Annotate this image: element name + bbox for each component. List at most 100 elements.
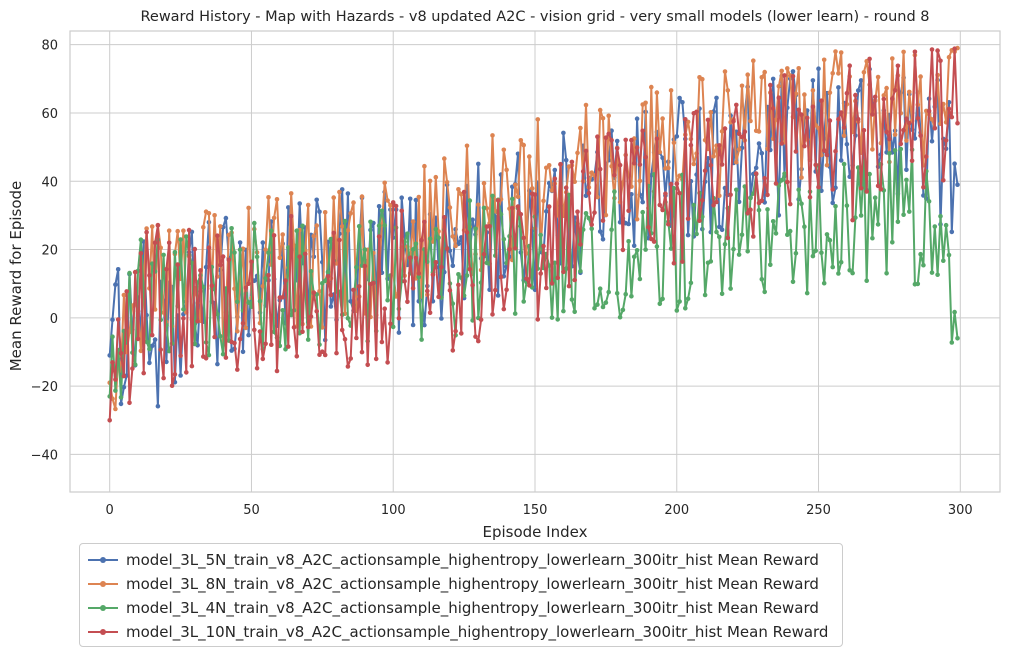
data-point bbox=[467, 266, 473, 272]
data-point bbox=[498, 274, 504, 280]
data-point bbox=[124, 289, 129, 294]
data-point bbox=[152, 337, 158, 342]
data-point bbox=[246, 300, 251, 305]
data-point bbox=[787, 201, 793, 207]
data-point bbox=[263, 276, 268, 281]
data-point bbox=[756, 207, 762, 213]
data-point bbox=[450, 263, 456, 269]
data-point bbox=[118, 395, 124, 400]
data-point bbox=[609, 227, 614, 232]
data-point bbox=[600, 116, 606, 121]
data-point bbox=[178, 353, 183, 359]
data-point bbox=[844, 90, 850, 96]
data-point bbox=[597, 107, 603, 113]
data-point bbox=[614, 138, 620, 144]
data-point bbox=[787, 228, 793, 234]
data-point bbox=[198, 268, 203, 273]
data-point bbox=[130, 366, 135, 371]
data-point bbox=[555, 275, 560, 281]
data-point bbox=[518, 212, 524, 217]
data-point bbox=[671, 186, 677, 191]
data-point bbox=[685, 216, 691, 222]
data-point bbox=[442, 215, 447, 220]
data-point bbox=[362, 247, 368, 252]
data-point bbox=[895, 219, 901, 225]
data-point bbox=[518, 138, 524, 143]
data-point bbox=[878, 187, 884, 192]
data-point bbox=[178, 237, 183, 242]
data-point bbox=[166, 240, 172, 246]
data-point bbox=[388, 321, 393, 327]
data-point bbox=[235, 299, 240, 305]
data-point bbox=[257, 329, 263, 334]
data-point bbox=[941, 177, 946, 183]
data-point bbox=[291, 325, 297, 330]
data-point bbox=[305, 324, 311, 330]
data-point bbox=[578, 242, 583, 247]
data-point bbox=[362, 263, 368, 269]
data-point bbox=[799, 201, 804, 206]
data-point bbox=[796, 107, 801, 113]
data-point bbox=[881, 96, 887, 102]
data-point bbox=[728, 286, 733, 291]
data-point bbox=[898, 146, 904, 152]
data-point bbox=[626, 239, 631, 244]
data-point bbox=[935, 272, 940, 278]
data-point bbox=[368, 219, 373, 225]
data-point bbox=[612, 172, 617, 178]
data-point bbox=[824, 152, 830, 158]
data-point bbox=[487, 224, 492, 229]
data-point bbox=[836, 117, 841, 122]
data-point bbox=[425, 288, 430, 294]
data-point bbox=[572, 277, 577, 283]
data-point bbox=[719, 291, 725, 297]
data-point bbox=[600, 304, 606, 310]
data-point bbox=[419, 337, 424, 342]
data-point bbox=[535, 117, 541, 122]
data-point bbox=[413, 255, 419, 261]
data-point bbox=[708, 162, 714, 168]
data-point bbox=[490, 312, 495, 317]
data-point bbox=[184, 370, 189, 375]
data-point bbox=[680, 259, 685, 264]
data-point bbox=[552, 176, 558, 181]
data-point bbox=[260, 240, 266, 245]
data-point bbox=[872, 195, 878, 200]
data-point bbox=[166, 228, 172, 233]
chart-title: Reward History - Map with Hazards - v8 u… bbox=[140, 9, 929, 25]
data-point bbox=[711, 203, 716, 208]
data-point bbox=[464, 230, 470, 235]
data-point bbox=[181, 307, 186, 312]
data-point bbox=[274, 197, 280, 202]
data-point bbox=[561, 130, 566, 136]
data-point bbox=[719, 227, 725, 233]
data-point bbox=[597, 286, 603, 292]
data-point bbox=[668, 246, 674, 251]
data-point bbox=[697, 218, 702, 223]
y-tick-label: 0 bbox=[50, 312, 58, 327]
data-point bbox=[220, 351, 226, 357]
data-point bbox=[909, 158, 915, 164]
data-point bbox=[481, 205, 487, 211]
data-point bbox=[410, 322, 416, 328]
data-point bbox=[918, 133, 923, 138]
data-point bbox=[838, 110, 844, 115]
data-point bbox=[277, 255, 283, 261]
data-point bbox=[685, 296, 691, 302]
data-point bbox=[824, 162, 830, 168]
data-point bbox=[583, 211, 589, 216]
data-point bbox=[770, 76, 776, 82]
data-point bbox=[450, 301, 456, 306]
data-point bbox=[666, 165, 671, 171]
data-point bbox=[402, 279, 407, 284]
data-point bbox=[521, 235, 526, 241]
data-point bbox=[810, 104, 816, 110]
data-point bbox=[677, 191, 682, 196]
data-point bbox=[501, 306, 507, 312]
data-point bbox=[711, 154, 716, 159]
y-tick-label: 20 bbox=[41, 244, 58, 259]
data-point bbox=[836, 271, 841, 276]
data-point bbox=[932, 125, 938, 131]
data-point bbox=[359, 349, 365, 355]
data-point bbox=[447, 205, 453, 210]
